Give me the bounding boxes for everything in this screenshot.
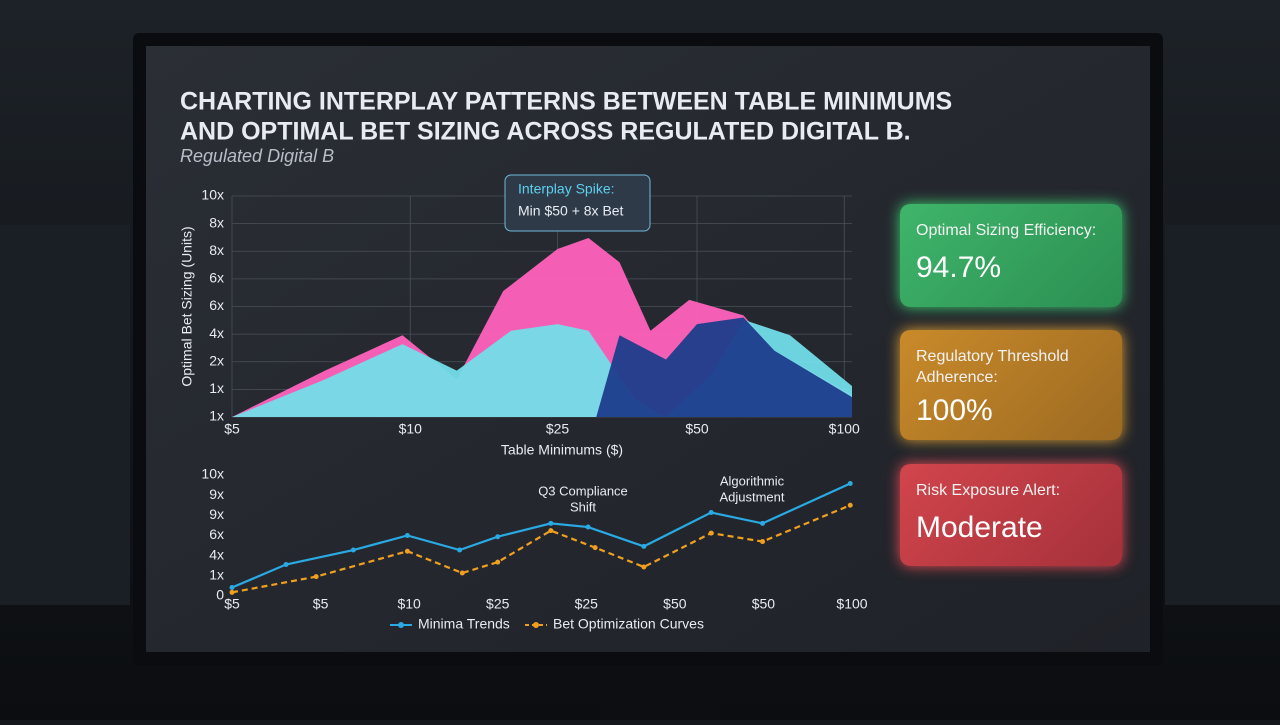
- y-axis-label: Optimal Bet Sizing (Units): [179, 226, 195, 386]
- point: [350, 547, 356, 553]
- point: [283, 562, 289, 568]
- point: [641, 543, 647, 549]
- kpi-card: Optimal Sizing Efficiency: 94.7%: [900, 204, 1122, 307]
- y-tick-label: 4x: [209, 325, 224, 341]
- x-tick-label: $50: [752, 596, 776, 612]
- y-tick-label: 2x: [209, 352, 224, 368]
- point: [847, 480, 853, 486]
- x-tick-label: $10: [399, 421, 423, 437]
- point: [847, 502, 853, 508]
- point: [641, 564, 647, 570]
- point: [708, 530, 714, 536]
- point: [495, 559, 501, 565]
- point: [457, 547, 463, 553]
- y-tick-label: 6x: [209, 526, 224, 542]
- y-tick-label: 9x: [209, 486, 224, 502]
- x-tick-label: $25: [575, 596, 599, 612]
- y-tick-label: 6x: [209, 297, 224, 313]
- annotation: Interplay Spike:: [518, 181, 615, 197]
- point: [760, 539, 766, 545]
- server-rack: [0, 225, 130, 605]
- kpi-label: Optimal Sizing Efficiency:: [916, 222, 1097, 239]
- subtitle: Regulated Digital B: [180, 146, 334, 166]
- x-tick-label: $100: [836, 596, 867, 612]
- y-tick-label: 8x: [209, 214, 224, 230]
- kpi-value: 94.7%: [916, 251, 1002, 284]
- point: [313, 574, 319, 580]
- annotation: Adjustment: [719, 489, 784, 504]
- legend-swatch: [398, 622, 404, 628]
- y-tick-label: 1x: [209, 566, 224, 582]
- annotation: Algorithmic: [720, 473, 785, 488]
- point: [404, 548, 410, 554]
- x-tick-label: $5: [313, 596, 329, 612]
- annotation: Shift: [570, 499, 596, 514]
- point: [585, 524, 591, 530]
- point: [548, 528, 554, 534]
- y-tick-label: 4x: [209, 546, 224, 562]
- point: [548, 520, 554, 526]
- x-tick-label: $10: [397, 596, 421, 612]
- area: [596, 317, 852, 417]
- annotation: Min $50 + 8x Bet: [518, 203, 624, 219]
- y-tick-label: 0: [216, 587, 224, 603]
- annotation: Q3 Compliance: [538, 483, 628, 498]
- y-tick-label: 10x: [201, 187, 224, 203]
- point: [229, 585, 235, 591]
- point: [229, 589, 235, 595]
- point: [760, 520, 766, 526]
- title: CHARTING INTERPLAY PATTERNS BETWEEN TABL…: [180, 88, 952, 116]
- point: [592, 545, 598, 551]
- point: [404, 533, 410, 538]
- y-tick-label: 8x: [209, 242, 224, 258]
- y-tick-label: 6x: [209, 270, 224, 286]
- x-tick-label: $50: [685, 421, 709, 437]
- y-tick-label: 9x: [209, 506, 224, 522]
- kpi-value: Moderate: [916, 511, 1043, 544]
- y-tick-label: 1x: [209, 380, 224, 396]
- kpi-label: Regulatory Threshold Adherence:: [916, 348, 1069, 386]
- legend-label: Minima Trends: [418, 616, 510, 632]
- y-tick-label: 10x: [201, 466, 224, 482]
- x-tick-label: $5: [224, 596, 240, 612]
- annotation-box: [504, 174, 651, 232]
- x-tick-label: $5: [224, 421, 240, 437]
- point: [495, 534, 501, 540]
- kpi-card: Risk Exposure Alert: Moderate: [900, 464, 1122, 566]
- line: [231, 504, 851, 594]
- x-axis-label: Table Minimums ($): [501, 442, 623, 458]
- x-tick-label: $25: [546, 421, 570, 437]
- x-tick-label: $50: [663, 596, 687, 612]
- x-tick-label: $100: [829, 421, 860, 437]
- legend-swatch: [533, 622, 539, 628]
- x-tick-label: $25: [486, 596, 510, 612]
- kpi-label: Risk Exposure Alert:: [916, 482, 1061, 499]
- y-tick-label: 1x: [209, 408, 224, 424]
- point: [459, 570, 465, 576]
- legend-label: Bet Optimization Curves: [553, 616, 704, 632]
- point: [708, 510, 714, 516]
- line: [231, 482, 851, 589]
- kpi-card: Regulatory Threshold Adherence: 100%: [900, 330, 1122, 440]
- monitor-stand: [600, 660, 720, 720]
- kpi-value: 100%: [916, 394, 993, 427]
- server-rack: [1165, 225, 1280, 605]
- title: AND OPTIMAL BET SIZING ACROSS REGULATED …: [180, 118, 911, 146]
